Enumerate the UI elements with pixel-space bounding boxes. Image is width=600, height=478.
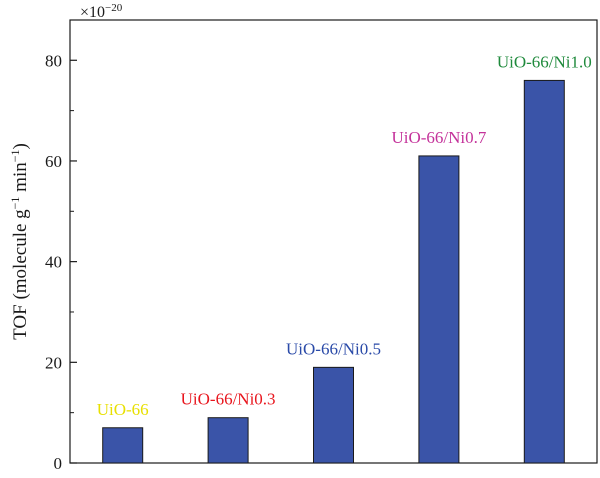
y-tick-label-0: 0 [54,454,63,473]
bar-UiO-66 [102,427,144,464]
y-axis-multiplier: ×10−20 [80,2,123,21]
bar-UiO-66/Ni0.5 [313,366,354,464]
bar-label-UiO-66/Ni0.7: UiO-66/Ni0.7 [391,128,486,147]
y-axis-title: TOF (molecule g−1 min−1) [8,143,31,340]
bar-UiO-66/Ni0.3 [207,417,249,464]
y-tick-label-60: 60 [45,152,62,171]
y-tick-label-20: 20 [45,353,62,372]
bar-UiO-66/Ni1.0 [523,79,565,464]
bars [102,79,565,464]
bar-UiO-66/Ni0.7 [418,155,460,464]
y-tick-label-40: 40 [45,253,62,272]
bar-labels: UiO-66 UiO-66/Ni0.3 UiO-66/Ni0.5 UiO-66/Ni0… [97,52,592,418]
bar-label-UiO-66/Ni1.0: UiO-66/Ni1.0 [497,52,592,71]
bar-label-UiO-66: UiO-66 [97,400,149,419]
bar-label-UiO-66/Ni0.3: UiO-66/Ni0.3 [181,390,276,409]
y-tick-label-80: 80 [45,51,62,70]
y-axis-ticks: 0 20 40 60 80 [45,51,77,473]
bar-label-UiO-66/Ni0.5: UiO-66/Ni0.5 [286,339,381,358]
